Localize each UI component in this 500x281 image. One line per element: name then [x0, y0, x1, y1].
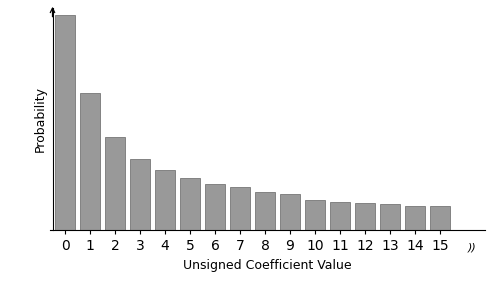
- Bar: [280, 194, 300, 230]
- Bar: [380, 204, 400, 230]
- Bar: [305, 200, 325, 230]
- Bar: [80, 93, 100, 230]
- X-axis label: Unsigned Coefficient Value: Unsigned Coefficient Value: [183, 259, 352, 272]
- Y-axis label: Probability: Probability: [34, 87, 47, 152]
- Bar: [55, 15, 75, 230]
- Bar: [180, 178, 200, 230]
- Bar: [430, 207, 450, 230]
- Bar: [105, 137, 125, 230]
- Bar: [330, 202, 350, 230]
- Bar: [155, 171, 176, 230]
- Bar: [254, 192, 275, 230]
- Bar: [354, 203, 375, 230]
- Text: )): )): [468, 243, 476, 253]
- Bar: [130, 159, 150, 230]
- Bar: [230, 187, 250, 230]
- Bar: [205, 184, 225, 230]
- Bar: [404, 206, 425, 230]
